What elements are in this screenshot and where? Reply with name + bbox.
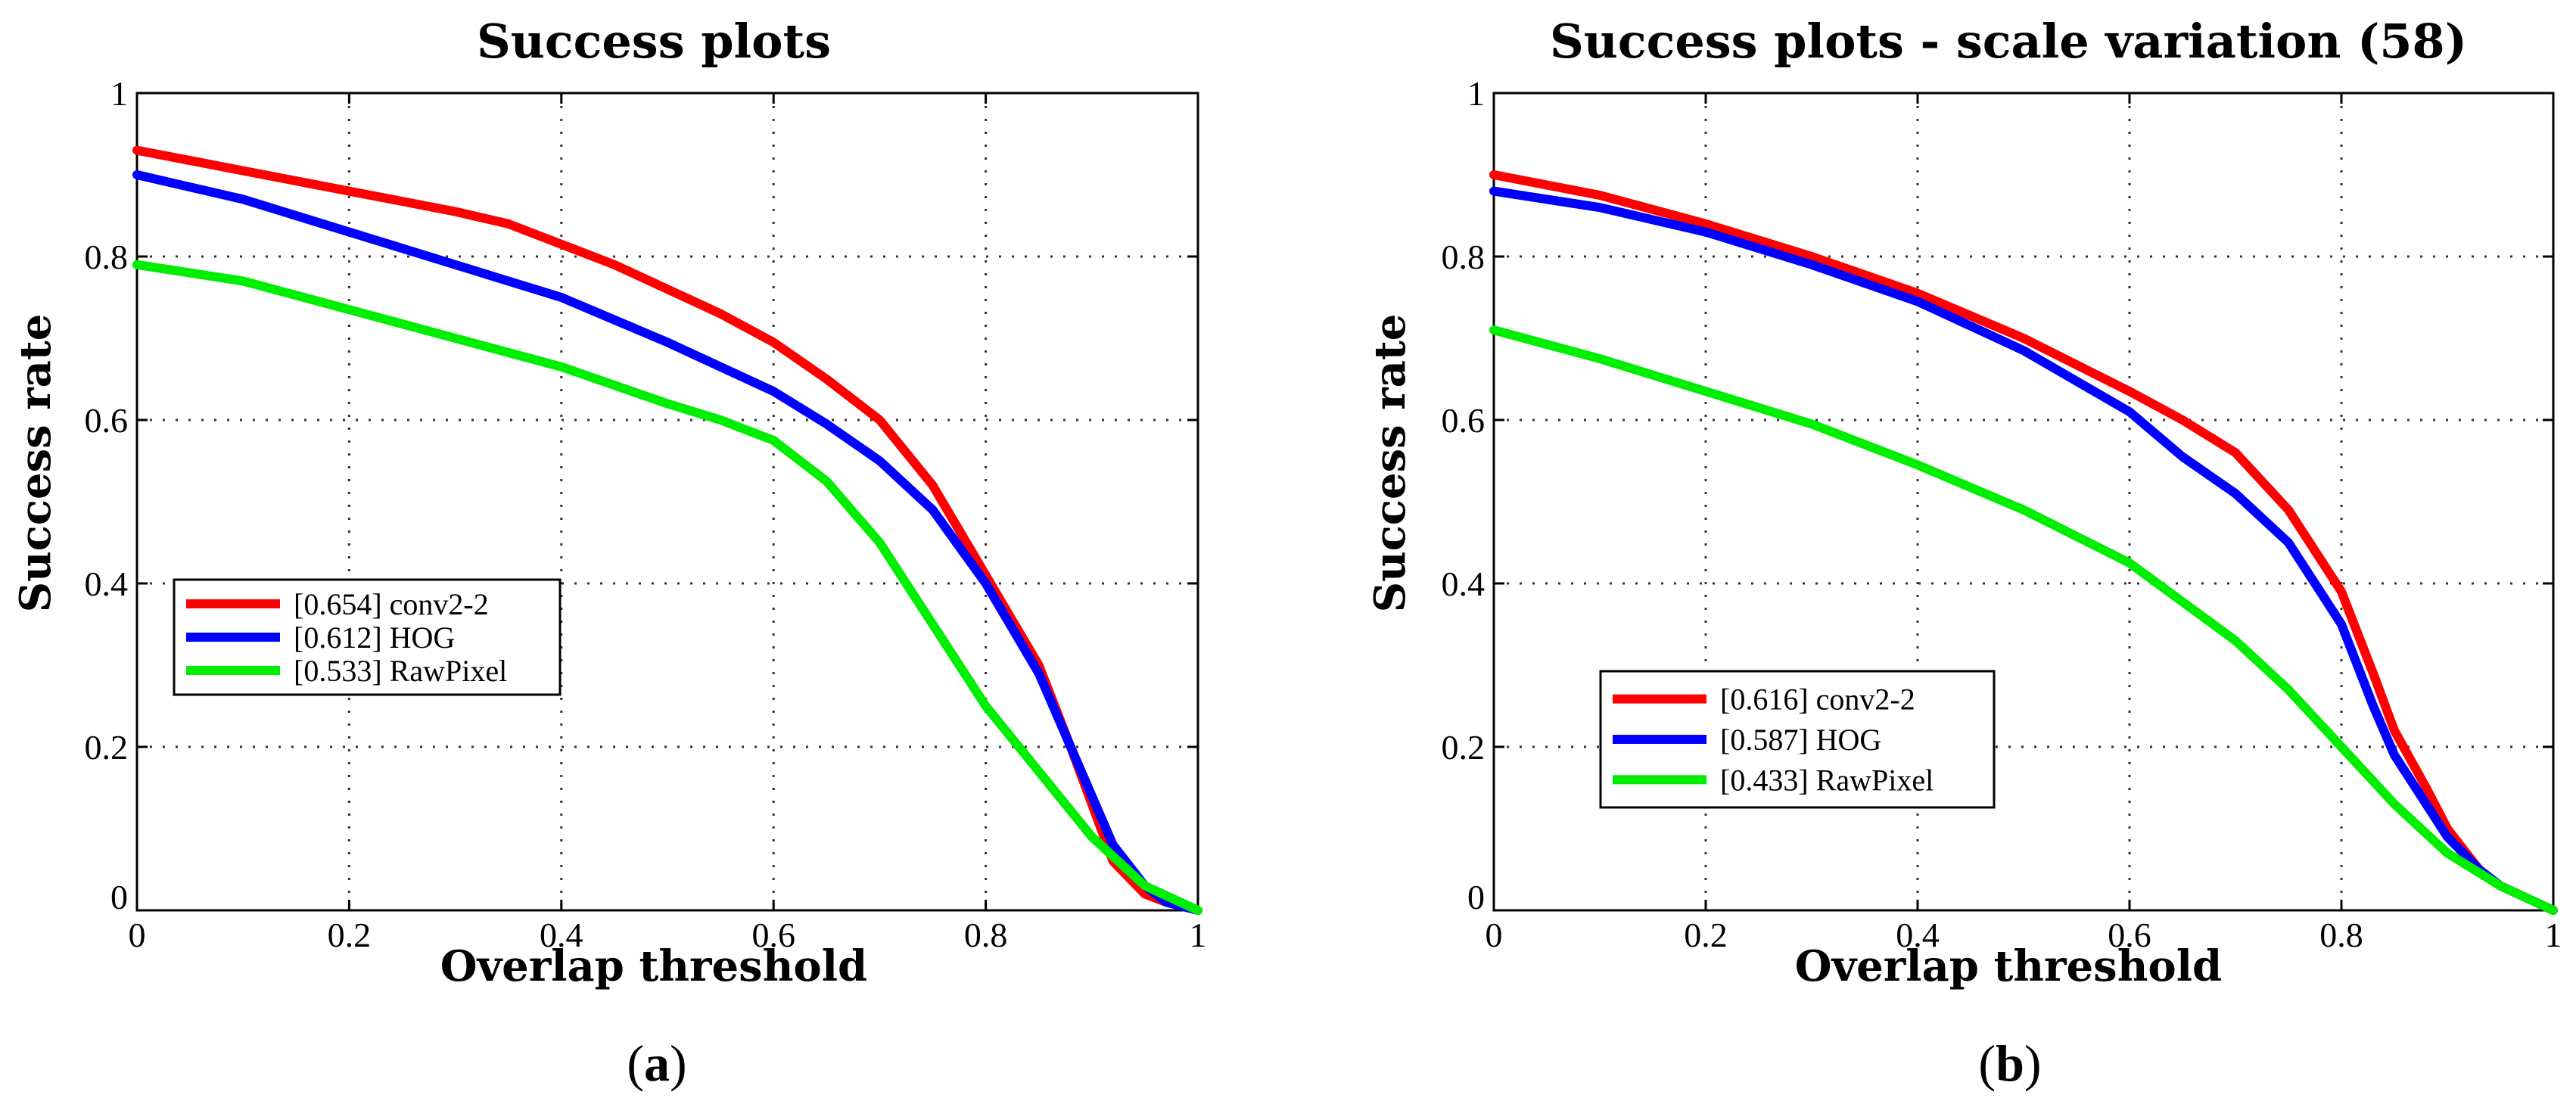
panel-caption: (a) [627, 1034, 686, 1092]
panel-label: b [1996, 1034, 2024, 1092]
x-tick-label: 0 [129, 916, 146, 954]
x-tick-label: 0 [1486, 916, 1503, 954]
legend-entry: [0.616] conv2-2 [1720, 683, 1915, 717]
x-axis-label: Overlap threshold [1795, 941, 2222, 991]
x-tick-label: 0.4 [540, 916, 583, 954]
x-tick-label: 1 [2545, 916, 2562, 954]
x-axis-label: Overlap threshold [440, 941, 867, 991]
x-tick-label: 1 [1190, 916, 1207, 954]
legend: [0.616] conv2-2 [0.587] HOG [0.433] RawPix… [1599, 670, 1996, 809]
y-tick-label: 0 [1467, 878, 1485, 916]
panel-label: a [644, 1034, 670, 1092]
x-tick-label: 0.6 [2108, 916, 2151, 954]
plot-frame [1492, 92, 2555, 912]
x-tick-label: 0.4 [1896, 916, 1940, 954]
chart-panel-b: Success plots - scale variation (58) Suc… [1365, 14, 2562, 1092]
y-tick-label: 0.6 [1442, 401, 1486, 440]
x-tick-label: 0.8 [2319, 916, 2363, 954]
series-line [1489, 186, 2558, 915]
y-axis-label: Success rate [11, 314, 61, 613]
legend-entry: [0.587] HOG [1720, 723, 1881, 757]
y-tick-label: 0.8 [85, 238, 129, 276]
legend-entry: [0.654] conv2-2 [294, 587, 489, 621]
y-tick-label: 0.6 [85, 401, 129, 440]
x-tick-label: 0.6 [751, 916, 795, 954]
plot-area: 0 0.2 0.4 0.6 0.8 1 0 0.2 0.4 0.6 0.8 1 [1442, 74, 2562, 954]
y-tick-label: 0.4 [85, 565, 129, 603]
legend-entry: [0.433] RawPixel [1720, 763, 1934, 797]
chart-panel-a: Success plots Success rate Overlap thres… [11, 14, 1207, 1092]
y-axis-label: Success rate [1365, 314, 1415, 613]
series-line [132, 170, 1202, 915]
series-line [132, 260, 1202, 915]
legend-entry: [0.612] HOG [294, 621, 455, 655]
series-line [1489, 325, 2558, 915]
chart-title: Success plots - scale variation (58) [1550, 14, 2467, 69]
panel-caption: (b) [1978, 1034, 2041, 1092]
x-tick-label: 0.2 [1684, 916, 1728, 954]
series-line [1489, 170, 2558, 915]
y-tick-label: 1 [1467, 74, 1485, 113]
y-tick-label: 1 [110, 74, 128, 113]
chart-title: Success plots [477, 14, 831, 69]
y-tick-label: 0.4 [1442, 565, 1486, 603]
x-tick-label: 0.8 [964, 916, 1008, 954]
y-tick-label: 0.8 [1442, 238, 1486, 276]
series-line [132, 145, 1202, 915]
y-tick-label: 0.2 [85, 728, 129, 767]
legend-entry: [0.533] RawPixel [294, 654, 507, 688]
plot-frame [135, 92, 1199, 912]
y-tick-label: 0 [110, 878, 128, 916]
legend: [0.654] conv2-2[0.612] HOG[0.533] RawPix… [173, 578, 562, 696]
y-tick-label: 0.2 [1442, 728, 1486, 767]
plot-area: 0 0.2 0.4 0.6 0.8 1 0 0.2 0.4 0.6 0.8 1 [85, 74, 1207, 954]
legend-box [173, 578, 562, 696]
x-tick-label: 0.2 [328, 916, 372, 954]
